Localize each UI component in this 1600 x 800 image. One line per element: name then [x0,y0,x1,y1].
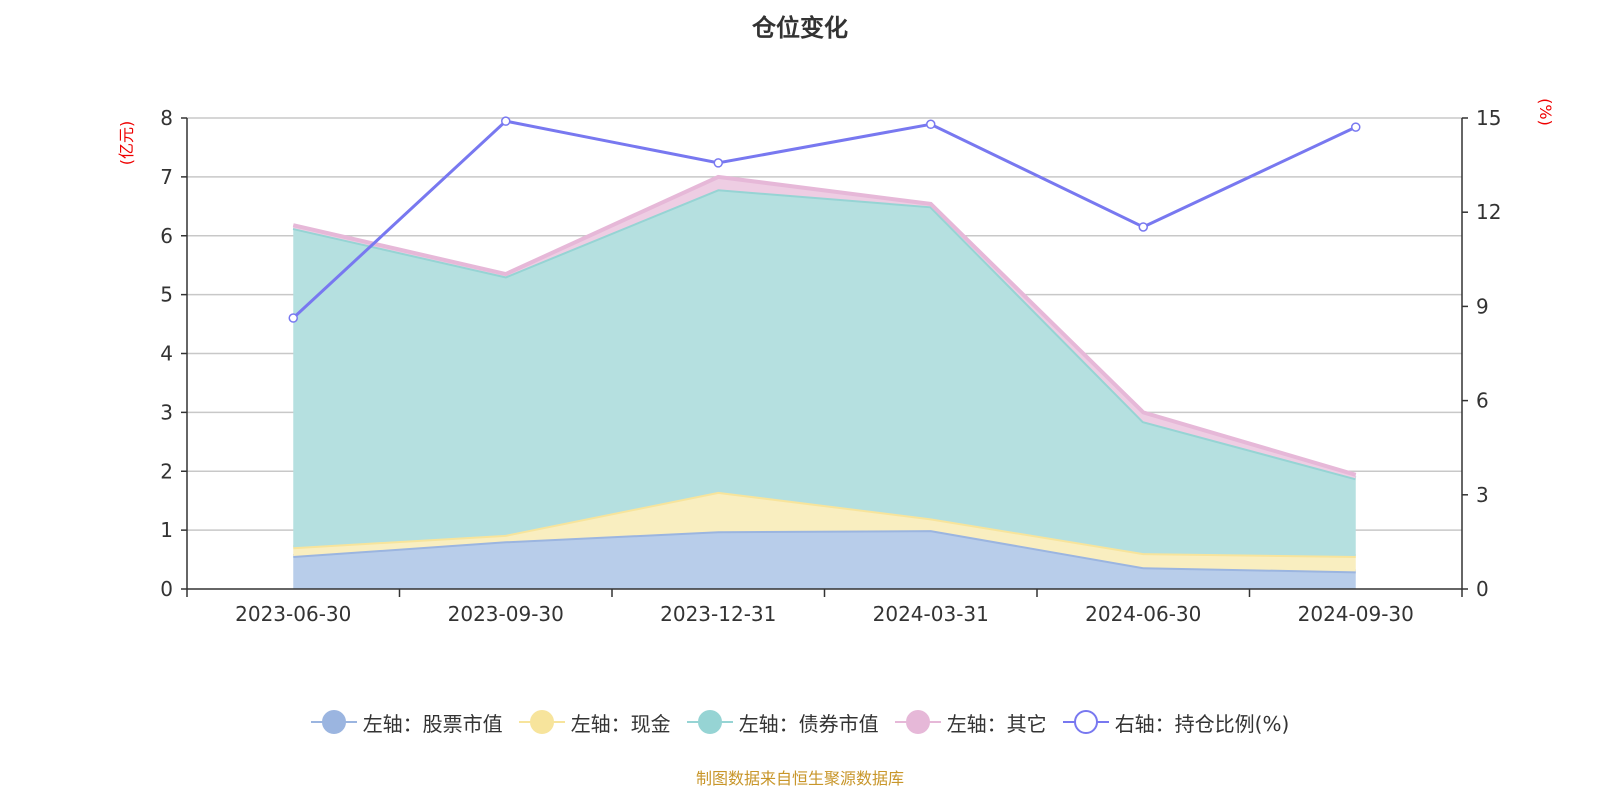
right-axis-label: 3 [1476,483,1489,507]
source-note: 制图数据来自恒生聚源数据库 [695,769,904,788]
left-axis-label: 3 [160,400,173,424]
right-axis-label: 15 [1476,106,1501,130]
line-point [1351,122,1361,132]
area-左轴：现金 [293,491,1356,572]
left-axis-label: 5 [160,283,173,307]
line-point [1138,222,1148,232]
legend-marker-icon [310,710,357,734]
area-左轴：其它 [293,176,1356,479]
line-右轴：持仓比例(%) [292,119,1357,320]
legend: 左轴：股票市值 左轴：现金 左轴：债券市值 左轴：其它 右轴：持仓比例(%) [0,707,1600,737]
left-axis-label: 8 [160,106,173,130]
legend-item[interactable]: 左轴：其它 [894,707,1047,737]
right-axis-label: 6 [1476,389,1489,413]
left-axis-label: 1 [160,518,173,542]
right-axis-unit: (%) [1536,98,1555,126]
x-axis-label: 2024-09-30 [1298,602,1414,626]
x-axis-label: 2024-06-30 [1085,602,1201,626]
area-左轴：股票市值 [293,530,1356,589]
area-line-左轴：债券市值 [292,187,1357,481]
right-axis-label: 12 [1476,200,1501,224]
legend-label: 右轴：持仓比例(%) [1114,711,1290,736]
legend-marker-icon [1062,710,1109,734]
left-axis-label: 6 [160,224,173,248]
x-axis-label: 2023-12-31 [660,602,776,626]
legend-marker-icon [518,710,565,734]
line-point [501,116,511,126]
line-point [926,119,936,130]
left-axis-label: 2 [160,459,173,483]
x-axis-label: 2023-06-30 [235,602,351,626]
area-line-左轴：其它 [292,174,1357,477]
right-axis-label: 9 [1476,294,1489,318]
legend-item[interactable]: 左轴：现金 [518,707,671,737]
line-point [288,313,298,323]
legend-label: 左轴：债券市值 [738,711,879,736]
right-axis-label: 0 [1476,577,1489,601]
legend-label: 左轴：股票市值 [362,711,503,736]
legend-label: 左轴：现金 [570,711,671,736]
left-axis-label: 0 [160,577,173,601]
chart-title: 仓位变化 [752,14,848,42]
legend-item[interactable]: 左轴：股票市值 [310,707,503,737]
legend-item[interactable]: 右轴：持仓比例(%) [1062,707,1290,737]
left-axis-unit: (亿元) [117,121,136,166]
x-axis-label: 2023-09-30 [448,602,564,626]
line-point [713,158,723,168]
legend-label: 左轴：其它 [946,711,1047,736]
area-左轴：债券市值 [293,189,1356,557]
legend-item[interactable]: 左轴：债券市值 [686,707,879,737]
left-axis-label: 4 [160,342,173,366]
legend-marker-icon [894,710,941,734]
left-axis-label: 7 [160,165,173,189]
x-axis-label: 2024-03-31 [873,602,989,626]
legend-marker-icon [686,710,733,734]
